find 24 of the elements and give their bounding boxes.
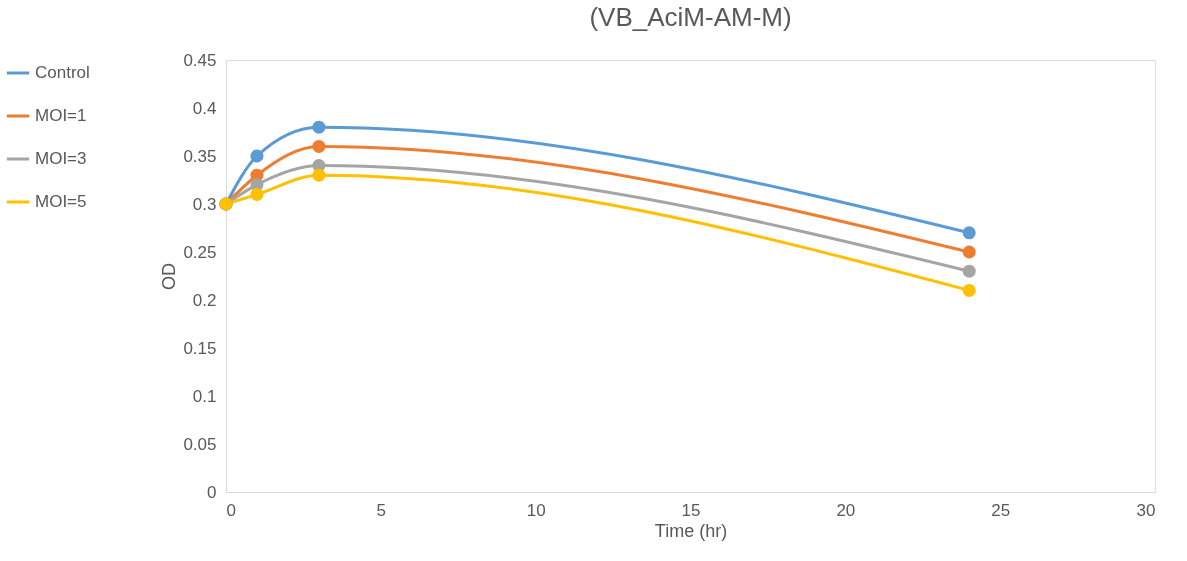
y-tick-label: 0.2 [192,290,217,310]
chart-title: (VB_AciM-AM-M) [589,2,792,32]
x-tick-label: 15 [681,500,701,520]
y-tick-label: 0.35 [183,146,217,166]
x-tick-label: 20 [836,500,856,520]
y-tick-label: 0.25 [183,242,217,262]
y-tick-label: 0 [207,482,217,502]
x-tick-label: 10 [526,500,546,520]
legend-label: MOI=3 [35,149,87,168]
y-tick-label: 0.3 [192,194,217,214]
legend-label: MOI=5 [35,192,87,211]
legend-label: MOI=1 [35,106,87,125]
x-tick-label: 25 [991,500,1011,520]
y-tick-label: 0.05 [183,434,217,454]
legend-label: Control [35,63,90,82]
y-tick-label: 0.45 [183,50,217,70]
x-tick-label: 30 [1136,500,1156,520]
x-axis-title: Time (hr) [654,520,728,541]
y-axis-title: OD [159,263,180,290]
x-tick-label: 5 [376,500,387,520]
x-tick-label: 0 [226,500,236,520]
y-tick-label: 0.4 [192,98,217,118]
y-tick-label: 0.15 [183,338,217,358]
y-tick-label: 0.1 [192,386,217,406]
